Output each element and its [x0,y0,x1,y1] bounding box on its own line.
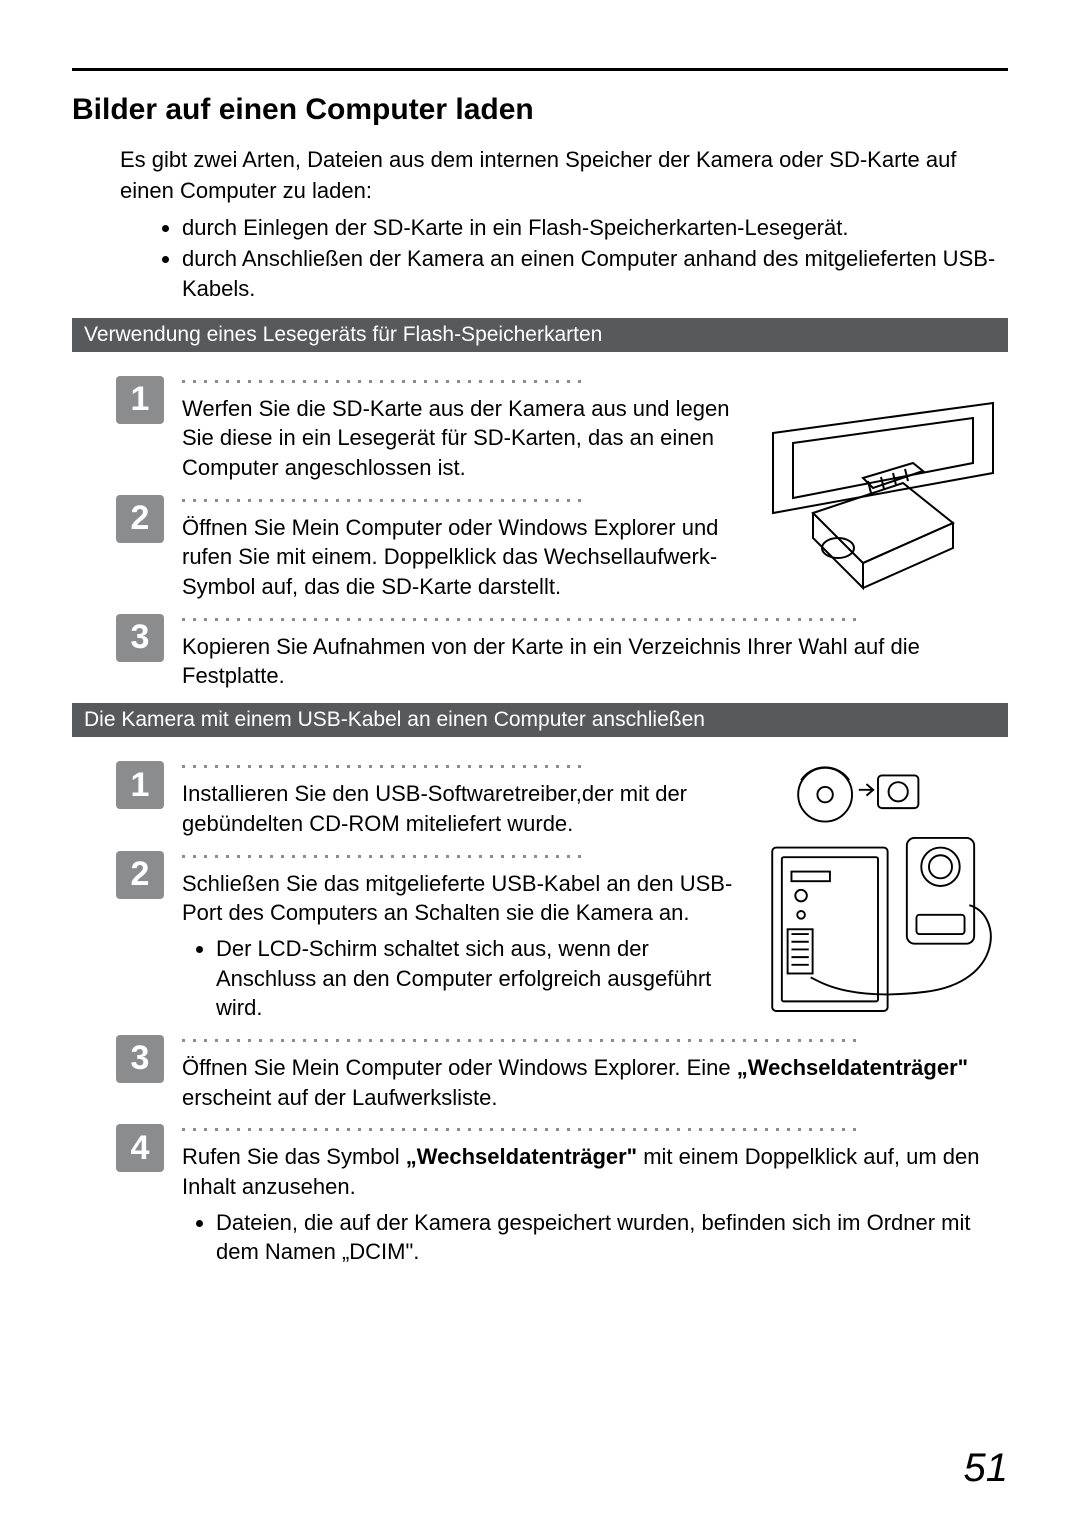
top-rule [72,68,1008,71]
step-text: Öffnen Sie Mein Computer oder Windows Ex… [182,513,738,602]
step-text: Kopieren Sie Aufnahmen von der Karte in … [182,632,1008,691]
page-title: Bilder auf einen Computer laden [72,93,1008,127]
step-number-badge: 3 [116,614,164,662]
step-text-post: erscheint auf der Laufwerksliste. [182,1085,498,1110]
step-text: Werfen Sie die SD-Karte aus der Kamera a… [182,394,738,483]
step-row: 3 Öffnen Sie Mein Computer oder Windows … [72,1033,1008,1112]
section-heading: Verwendung eines Lesegeräts für Flash-Sp… [72,318,1008,352]
step-sub-bullet: Der LCD-Schirm schaltet sich aus, wenn d… [216,934,738,1023]
step-sub-bullet: Dateien, die auf der Kamera gespeichert … [216,1208,1008,1267]
step-text-pre: Rufen Sie das Symbol [182,1144,406,1169]
dotted-divider [182,378,582,386]
sd-card-reader-icon [753,393,1003,593]
dotted-divider [182,497,582,505]
section2-two-col: 1 Installieren Sie den USB-Softwaretreib… [72,759,1008,1033]
step-row: 1 Werfen Sie die SD-Karte aus der Kamera… [72,374,738,483]
dotted-divider [182,853,582,861]
step-text-bold: „Wechseldatenträger" [737,1055,968,1080]
step-number-badge: 3 [116,1035,164,1083]
step-row: 4 Rufen Sie das Symbol „Wechseldatenträg… [72,1122,1008,1267]
intro-paragraph: Es gibt zwei Arten, Dateien aus dem inte… [120,145,998,207]
step-text: Öffnen Sie Mein Computer oder Windows Ex… [182,1053,1008,1112]
step-row: 1 Installieren Sie den USB-Softwaretreib… [72,759,738,838]
step-text-bold: „Wechseldatenträger" [406,1144,637,1169]
dotted-divider [182,616,862,624]
camera-to-pc-icon [753,761,1003,1030]
section-heading: Die Kamera mit einem USB-Kabel an einen … [72,703,1008,737]
step-number-badge: 4 [116,1124,164,1172]
intro-bullet: durch Anschließen der Kamera an einen Co… [182,244,998,303]
dotted-divider [182,763,582,771]
intro-bullet: durch Einlegen der SD-Karte in ein Flash… [182,213,998,243]
dotted-divider [182,1037,862,1045]
step-text: Rufen Sie das Symbol „Wechseldatenträger… [182,1142,1008,1201]
card-reader-illustration [748,374,1008,612]
page-number: 51 [964,1446,1009,1491]
step-text-pre: Öffnen Sie Mein Computer oder Windows Ex… [182,1055,737,1080]
step-text: Schließen Sie das mitgelieferte USB-Kabe… [182,869,738,928]
step-sublist: Dateien, die auf der Kamera gespeichert … [216,1208,1008,1267]
camera-pc-illustration [748,759,1008,1033]
step-row: 2 Öffnen Sie Mein Computer oder Windows … [72,493,738,602]
step-sublist: Der LCD-Schirm schaltet sich aus, wenn d… [216,934,738,1023]
document-page: Bilder auf einen Computer laden Es gibt … [72,68,1008,1467]
step-row: 2 Schließen Sie das mitgelieferte USB-Ka… [72,849,738,1023]
dotted-divider [182,1126,862,1134]
section1-two-col: 1 Werfen Sie die SD-Karte aus der Kamera… [72,374,1008,612]
step-text: Installieren Sie den USB-Softwaretreiber… [182,779,738,838]
intro-bullet-list: durch Einlegen der SD-Karte in ein Flash… [182,213,998,304]
step-number-badge: 2 [116,851,164,899]
step-row: 3 Kopieren Sie Aufnahmen von der Karte i… [72,612,1008,691]
step-number-badge: 1 [116,761,164,809]
step-number-badge: 2 [116,495,164,543]
step-number-badge: 1 [116,376,164,424]
